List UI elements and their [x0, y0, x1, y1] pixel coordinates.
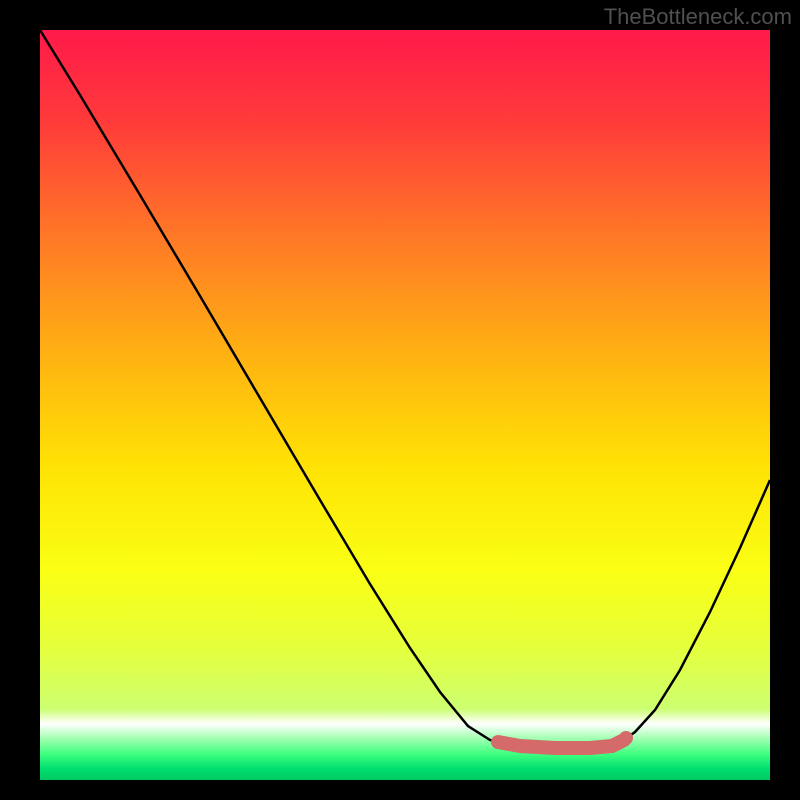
gradient-background [40, 30, 770, 780]
plot-border-bottom [0, 780, 800, 800]
bottom-accent-curve [498, 740, 624, 748]
plot-border-right [770, 0, 800, 800]
plot-svg [0, 0, 800, 800]
watermark-text: TheBottleneck.com [604, 4, 792, 30]
bottom-accent-dot [619, 731, 633, 745]
plot-border-left [0, 0, 40, 800]
